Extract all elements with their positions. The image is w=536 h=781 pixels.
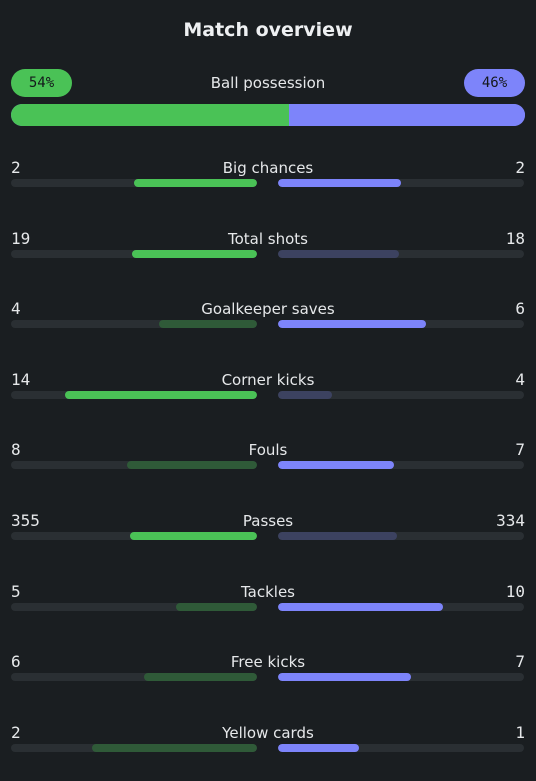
home-possession-fill — [11, 104, 289, 126]
stat-label: Passes — [242, 512, 294, 530]
away-bar-track — [278, 532, 524, 540]
home-bar-fill — [130, 532, 257, 540]
home-value: 355 — [11, 511, 40, 530]
stat-row: 2 Yellow cards 1 — [11, 723, 525, 763]
possession-bar — [11, 104, 525, 126]
home-bar-fill — [134, 179, 257, 187]
away-bar-track — [278, 320, 524, 328]
stat-row: 5 Tackles 10 — [11, 582, 525, 622]
home-bar-track — [11, 532, 257, 540]
stat-row: 355 Passes 334 — [11, 511, 525, 551]
stat-label: Total shots — [228, 230, 308, 248]
home-bar-fill — [143, 673, 257, 681]
stat-row: 2 Big chances 2 — [11, 158, 525, 198]
away-value: 1 — [515, 723, 525, 742]
away-bar-fill — [278, 179, 401, 187]
away-bar-fill — [278, 744, 360, 752]
home-value: 8 — [11, 440, 21, 459]
home-possession-badge: 54% — [11, 69, 72, 97]
home-bar-track — [11, 320, 257, 328]
away-bar-track — [278, 744, 524, 752]
possession-header: 54% Ball possession 46% — [11, 69, 525, 97]
home-value: 2 — [11, 723, 21, 742]
away-bar-fill — [278, 673, 411, 681]
home-value: 6 — [11, 652, 21, 671]
away-bar-track — [278, 461, 524, 469]
away-value: 7 — [515, 440, 525, 459]
home-bar-fill — [126, 461, 257, 469]
possession-label: Ball possession — [210, 74, 326, 92]
page-title: Match overview — [183, 19, 353, 41]
stat-label: Big chances — [222, 159, 314, 177]
home-value: 19 — [11, 229, 31, 248]
stat-label: Fouls — [248, 441, 288, 459]
away-bar-fill — [278, 603, 443, 611]
stat-label: Corner kicks — [221, 371, 315, 389]
away-bar-track — [278, 673, 524, 681]
home-bar-track — [11, 603, 257, 611]
away-value: 10 — [505, 582, 525, 601]
home-bar-track — [11, 179, 257, 187]
stat-label: Tackles — [240, 583, 296, 601]
stat-row: 19 Total shots 18 — [11, 229, 525, 269]
home-bar-track — [11, 391, 257, 399]
away-possession-badge: 46% — [464, 69, 525, 97]
away-value: 4 — [515, 370, 525, 389]
away-value: 334 — [496, 511, 525, 530]
home-bar-fill — [92, 744, 257, 752]
away-bar-track — [278, 250, 524, 258]
away-value: 2 — [515, 158, 525, 177]
stat-label: Free kicks — [230, 653, 306, 671]
stat-label: Goalkeeper saves — [201, 300, 335, 318]
away-bar-fill — [278, 320, 426, 328]
away-value: 7 — [515, 652, 525, 671]
away-bar-fill — [278, 461, 394, 469]
home-bar-track — [11, 461, 257, 469]
home-value: 2 — [11, 158, 21, 177]
away-value: 6 — [515, 299, 525, 318]
stat-label: Yellow cards — [222, 724, 314, 742]
away-bar-fill — [278, 391, 333, 399]
home-bar-track — [11, 744, 257, 752]
home-bar-fill — [65, 391, 257, 399]
stat-row: 4 Goalkeeper saves 6 — [11, 299, 525, 339]
home-bar-fill — [158, 320, 257, 328]
home-bar-fill — [131, 250, 257, 258]
stat-row: 14 Corner kicks 4 — [11, 370, 525, 410]
away-value: 18 — [505, 229, 525, 248]
away-possession-fill — [288, 104, 525, 126]
stat-row: 8 Fouls 7 — [11, 440, 525, 480]
home-bar-track — [11, 673, 257, 681]
stat-row: 6 Free kicks 7 — [11, 652, 525, 692]
home-value: 4 — [11, 299, 21, 318]
home-value: 5 — [11, 582, 21, 601]
away-bar-track — [278, 179, 524, 187]
away-bar-track — [278, 603, 524, 611]
away-bar-fill — [278, 250, 399, 258]
home-bar-track — [11, 250, 257, 258]
away-bar-fill — [278, 532, 398, 540]
home-bar-fill — [175, 603, 257, 611]
away-bar-track — [278, 391, 524, 399]
home-value: 14 — [11, 370, 31, 389]
